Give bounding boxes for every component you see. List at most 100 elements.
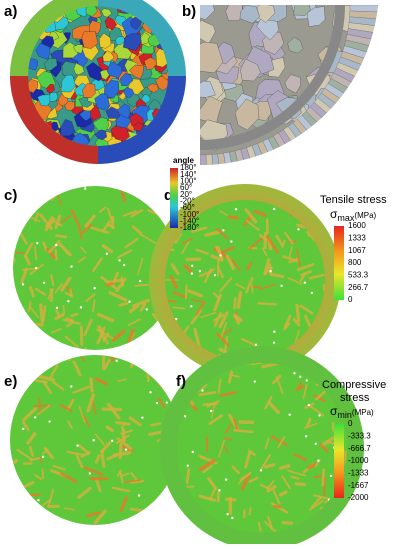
stress-band [297, 306, 299, 321]
void [22, 283, 24, 285]
void [116, 360, 118, 362]
stress-band [117, 423, 129, 424]
void [89, 472, 91, 474]
stress-band [86, 349, 89, 357]
void [34, 416, 36, 418]
stress-band [26, 323, 42, 325]
void [293, 372, 295, 374]
stress-band [56, 236, 65, 237]
void [225, 478, 227, 480]
stress-band [126, 184, 133, 192]
void [156, 402, 158, 404]
void [306, 379, 308, 381]
void [311, 292, 313, 294]
void [111, 440, 113, 442]
void [210, 410, 212, 412]
stress-band [1, 414, 11, 415]
stress-band [64, 306, 65, 313]
stress-band [227, 499, 235, 500]
void [70, 265, 72, 267]
void [214, 274, 216, 276]
stress-band [56, 358, 70, 360]
void [22, 428, 24, 430]
stress-band [29, 192, 35, 195]
stress-band [131, 171, 133, 188]
void [139, 280, 141, 282]
stress-band [160, 356, 168, 364]
colorbar-title: Compressive [322, 379, 386, 391]
stress-band [39, 399, 40, 412]
stress-band [298, 225, 304, 227]
void [128, 301, 130, 303]
void [187, 464, 189, 466]
void [84, 185, 86, 187]
panel-label: c) [4, 187, 17, 204]
stress-band [164, 508, 176, 512]
void [42, 456, 44, 458]
stress-band [184, 364, 191, 369]
panel-label: e) [4, 373, 17, 390]
void [273, 208, 275, 210]
panel-label: f) [176, 373, 186, 390]
void [269, 270, 271, 272]
colorbar-tick-label: 266.7 [348, 283, 369, 292]
stress-band [177, 360, 182, 364]
ring-segment [200, 155, 207, 185]
stress-band [123, 430, 124, 441]
stress-band [315, 477, 321, 478]
stress-band [26, 360, 29, 367]
colorbar-tick-label: -2000 [348, 493, 369, 502]
colorbar-tick-label: 1600 [348, 221, 366, 230]
void [319, 352, 321, 354]
stress-band [187, 527, 189, 536]
void [34, 514, 36, 516]
void [280, 285, 282, 287]
stress-band [56, 250, 57, 259]
void [52, 189, 54, 191]
void [192, 451, 194, 453]
stress-band [148, 373, 149, 381]
void [297, 228, 299, 230]
stress-band [283, 523, 292, 524]
void [273, 341, 275, 343]
void [84, 187, 86, 189]
void [146, 308, 148, 310]
colorbar-title: Tensile stress [320, 194, 387, 206]
grain [327, 133, 352, 153]
stress-band [155, 206, 167, 210]
void [299, 376, 301, 378]
stress-band [21, 514, 28, 523]
panel-label: a) [4, 3, 17, 20]
stress-band [15, 516, 30, 523]
stress-band [230, 217, 238, 218]
stress-band [172, 514, 183, 517]
colorbar-tick-label: -333.3 [348, 431, 371, 440]
void [184, 415, 186, 417]
grain [332, 105, 354, 130]
void [67, 300, 69, 302]
colorbar-title: stress [340, 392, 370, 404]
void [118, 259, 120, 261]
void [147, 203, 149, 205]
void [222, 229, 224, 231]
stress-band [146, 332, 152, 341]
stress-band [14, 252, 23, 253]
stress-band [323, 470, 324, 485]
void [92, 439, 94, 441]
stress-band [167, 361, 172, 372]
void [235, 208, 237, 210]
void [254, 380, 256, 382]
colorbar-tick-label: -1333 [348, 468, 369, 477]
stress-band [186, 285, 187, 298]
stress-band [252, 286, 253, 292]
void [191, 272, 193, 274]
stress-band [120, 303, 127, 305]
void [315, 443, 317, 445]
stress-band [12, 205, 15, 222]
stress-band [274, 506, 280, 507]
stress-band [158, 379, 173, 386]
colorbar-tick-label: -666.7 [348, 444, 371, 453]
void [226, 513, 228, 515]
void [80, 306, 82, 308]
stress-band [81, 327, 82, 344]
